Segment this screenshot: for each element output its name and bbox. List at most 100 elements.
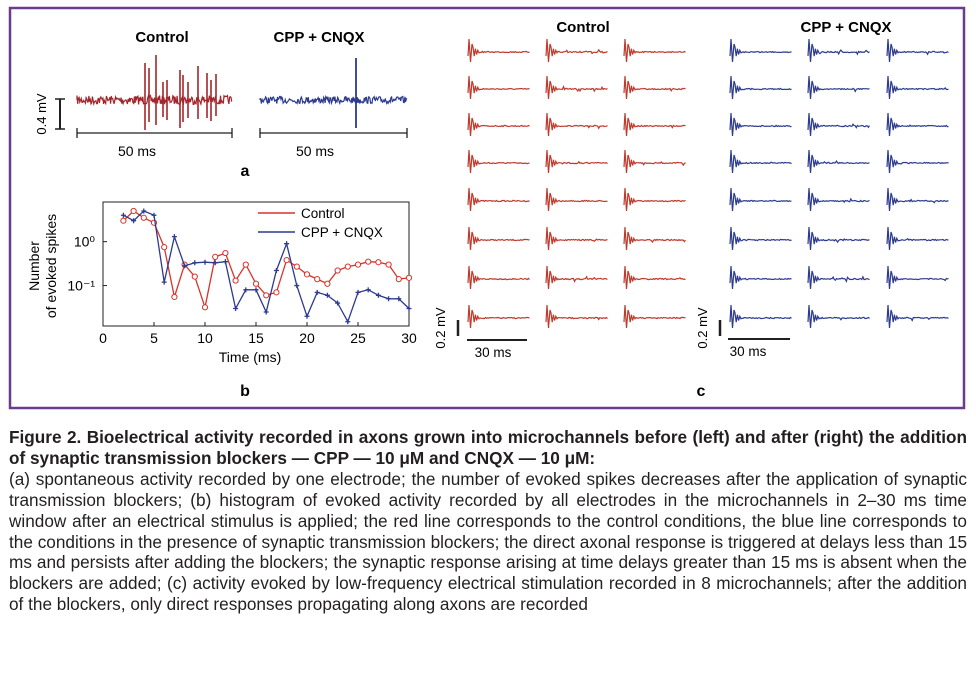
data-point-1	[192, 260, 198, 266]
panel-b-chart: 0 5 10 15 20 25 30 10⁰ 10⁻¹ Time (ms) Number of…	[26, 201, 417, 400]
x-tick-label: 0	[99, 330, 107, 346]
data-point-0	[395, 276, 402, 283]
data-point-1	[324, 292, 330, 298]
data-point-0	[171, 293, 178, 301]
data-point-1	[386, 296, 392, 302]
data-point-1	[294, 283, 300, 289]
data-point-1	[182, 263, 188, 269]
data-point-1	[365, 287, 371, 293]
evoked-trace	[623, 187, 686, 212]
evoked-trace	[545, 187, 608, 212]
data-point-1	[406, 306, 412, 312]
figure-2: Control CPP + CNQX 0.4 mV 50 ms 50 ms a …	[8, 6, 966, 410]
data-point-1	[131, 218, 137, 224]
evoked-trace	[623, 112, 686, 137]
panel-c-left-voltage-label: 0.2 mV	[433, 307, 448, 349]
data-point-0	[385, 261, 392, 268]
panel-c-trace-grid	[467, 38, 949, 329]
evoked-trace	[467, 304, 530, 329]
panel-a-blocker-trace	[259, 58, 408, 128]
data-point-0	[324, 280, 331, 287]
panel-a-blocker-time-label: 50 ms	[296, 143, 334, 159]
data-point-1	[212, 260, 218, 266]
data-point-0	[263, 292, 270, 299]
data-point-0	[222, 249, 229, 257]
evoked-trace	[729, 112, 792, 137]
caption-title: Figure 2. Bioelectrical activity recorde…	[9, 427, 967, 468]
x-tick-label: 5	[150, 330, 158, 346]
evoked-trace	[545, 112, 608, 137]
evoked-trace	[807, 265, 870, 290]
panel-a-control-title: Control	[135, 29, 188, 46]
evoked-trace	[886, 304, 949, 329]
data-point-1	[304, 313, 310, 319]
evoked-trace	[807, 149, 870, 174]
panel-a-voltage-scale-label: 0.4 mV	[34, 93, 49, 135]
evoked-trace	[807, 226, 870, 251]
panel-a-control-time-label: 50 ms	[118, 143, 156, 159]
caption-body: (a) spontaneous activity recorded by one…	[9, 468, 967, 615]
data-point-1	[314, 289, 320, 295]
x-tick-label: 30	[401, 330, 417, 346]
evoked-trace	[545, 226, 608, 251]
evoked-trace	[886, 75, 949, 100]
evoked-trace	[886, 38, 949, 63]
data-point-0	[130, 207, 137, 215]
data-point-1	[141, 208, 147, 214]
x-tick-label: 25	[350, 330, 366, 346]
data-point-0	[405, 274, 413, 281]
evoked-trace	[623, 265, 686, 290]
data-point-0	[354, 261, 362, 268]
evoked-trace	[467, 38, 530, 63]
evoked-trace	[807, 38, 870, 63]
data-point-1	[273, 268, 279, 274]
panel-c-blocker-title: CPP + CNQX	[800, 19, 891, 36]
figure-frame	[8, 6, 966, 410]
data-point-0	[161, 244, 168, 251]
data-point-1	[263, 309, 269, 315]
evoked-trace	[623, 38, 686, 63]
evoked-trace	[807, 112, 871, 137]
figure-caption: Figure 2. Bioelectrical activity recorde…	[9, 427, 967, 615]
data-point-0	[273, 289, 280, 296]
panel-c: Control CPP + CNQX 0.2 mV 30 ms 0.2 mV 3…	[433, 19, 949, 400]
data-point-1	[243, 287, 249, 293]
data-point-0	[120, 217, 127, 224]
data-point-0	[293, 263, 300, 270]
panel-c-label: c	[697, 383, 706, 400]
data-point-0	[242, 261, 249, 268]
evoked-trace	[467, 187, 530, 212]
evoked-trace	[545, 75, 608, 100]
data-point-1	[396, 296, 402, 302]
data-point-0	[283, 257, 290, 264]
data-point-0	[232, 277, 239, 284]
evoked-trace	[886, 226, 949, 251]
panel-c-control-title: Control	[556, 19, 609, 36]
evoked-trace	[623, 149, 686, 174]
noise-path	[259, 94, 408, 106]
y-tick-label: 10⁰	[74, 234, 96, 250]
evoked-trace	[545, 149, 608, 174]
data-point-1	[161, 279, 167, 285]
evoked-trace	[467, 112, 530, 137]
evoked-trace	[545, 304, 608, 329]
x-tick-label: 20	[299, 330, 315, 346]
evoked-trace	[545, 38, 608, 63]
evoked-trace	[467, 226, 530, 251]
data-point-1	[171, 234, 177, 240]
evoked-trace	[886, 149, 949, 174]
data-point-1	[355, 289, 361, 295]
data-point-0	[334, 267, 341, 274]
data-point-0	[140, 214, 147, 221]
data-point-0	[303, 271, 311, 278]
data-point-1	[253, 287, 259, 293]
data-point-0	[252, 280, 260, 287]
data-point-0	[201, 304, 209, 311]
evoked-trace	[886, 112, 949, 137]
panel-b-ylabel-line2: of evoked spikes	[43, 214, 59, 318]
panel-b-label: b	[240, 383, 250, 400]
evoked-trace	[729, 149, 792, 174]
data-point-0	[344, 263, 351, 270]
evoked-trace	[467, 149, 530, 174]
data-point-1	[233, 306, 239, 312]
